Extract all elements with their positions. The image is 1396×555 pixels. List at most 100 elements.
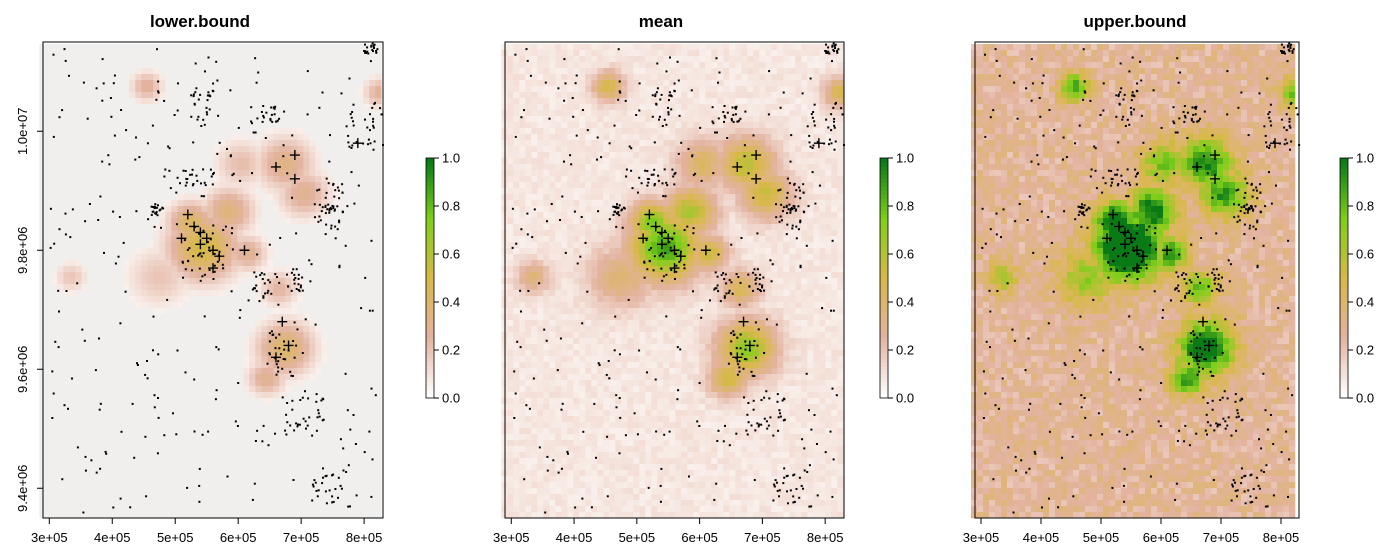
raster-cell bbox=[225, 212, 231, 218]
raster-cell bbox=[81, 98, 87, 104]
raster-cell bbox=[39, 80, 45, 86]
raster-cell bbox=[345, 500, 351, 506]
raster-cell bbox=[357, 50, 363, 56]
raster-cell bbox=[255, 422, 261, 428]
raster-cell bbox=[39, 320, 45, 326]
raster-cell bbox=[333, 374, 339, 380]
raster-cell bbox=[141, 74, 147, 80]
occurrence-point bbox=[202, 168, 204, 170]
raster-cell bbox=[237, 158, 243, 164]
raster-cell bbox=[81, 230, 87, 236]
occurrence-point bbox=[283, 341, 285, 343]
raster-cell bbox=[273, 482, 279, 488]
raster-cell bbox=[177, 116, 183, 122]
raster-cell bbox=[207, 140, 213, 146]
raster-cell bbox=[129, 332, 135, 338]
raster-cell bbox=[135, 170, 141, 176]
raster-cell bbox=[111, 236, 117, 242]
raster-cell bbox=[327, 338, 333, 344]
raster-cell bbox=[177, 338, 183, 344]
raster-cell bbox=[225, 350, 231, 356]
raster-cell bbox=[99, 260, 105, 266]
raster-cell bbox=[201, 374, 207, 380]
occurrence-point bbox=[348, 146, 350, 148]
raster-cell bbox=[171, 230, 177, 236]
raster-cell bbox=[219, 80, 225, 86]
raster-cell bbox=[171, 464, 177, 470]
raster-cell bbox=[207, 386, 213, 392]
raster-cell bbox=[153, 152, 159, 158]
raster-cell bbox=[69, 200, 75, 206]
raster-cell bbox=[243, 158, 249, 164]
raster-cell bbox=[225, 416, 231, 422]
raster-cell bbox=[51, 314, 57, 320]
raster-cell bbox=[261, 62, 267, 68]
raster-cell bbox=[201, 446, 207, 452]
raster-cell bbox=[285, 470, 291, 476]
occurrence-point bbox=[356, 494, 358, 496]
occurrence-point bbox=[81, 329, 83, 331]
raster-cell bbox=[99, 68, 105, 74]
raster-cell bbox=[201, 224, 207, 230]
raster-cell bbox=[87, 176, 93, 182]
raster-cell bbox=[249, 356, 255, 362]
raster-cell bbox=[147, 104, 153, 110]
raster-cell bbox=[273, 206, 279, 212]
raster-cell bbox=[63, 362, 69, 368]
raster-cell bbox=[141, 254, 147, 260]
raster-cell bbox=[225, 188, 231, 194]
raster-cell bbox=[333, 308, 339, 314]
raster-cell bbox=[135, 194, 141, 200]
occurrence-point bbox=[255, 440, 257, 442]
raster-cell bbox=[321, 434, 327, 440]
raster-cell bbox=[375, 368, 381, 374]
raster-cell bbox=[171, 104, 177, 110]
raster-cell bbox=[129, 194, 135, 200]
raster-cell bbox=[111, 446, 117, 452]
raster-cell bbox=[63, 500, 69, 506]
raster-cell bbox=[183, 188, 189, 194]
raster-cell bbox=[213, 428, 219, 434]
raster-cell bbox=[207, 146, 213, 152]
raster-cell bbox=[87, 476, 93, 482]
raster-cell bbox=[357, 236, 363, 242]
raster-cell bbox=[39, 44, 45, 50]
occurrence-point bbox=[279, 237, 281, 239]
raster-cell bbox=[375, 140, 381, 146]
raster-cell bbox=[69, 266, 75, 272]
raster-cell bbox=[105, 386, 111, 392]
raster-cell bbox=[111, 326, 117, 332]
raster-cell bbox=[69, 284, 75, 290]
occurrence-point bbox=[278, 282, 280, 284]
raster-cell bbox=[291, 506, 297, 512]
raster-cell bbox=[195, 290, 201, 296]
raster-cell bbox=[231, 338, 237, 344]
raster-cell bbox=[69, 368, 75, 374]
raster-cell bbox=[231, 488, 237, 494]
occurrence-point bbox=[341, 183, 343, 185]
raster-cell bbox=[63, 416, 69, 422]
raster-cell bbox=[87, 320, 93, 326]
raster-cell bbox=[231, 308, 237, 314]
raster-cell bbox=[153, 284, 159, 290]
raster-cell bbox=[297, 512, 303, 518]
raster-cell bbox=[147, 62, 153, 68]
raster-cell bbox=[69, 464, 75, 470]
raster-cell bbox=[165, 434, 171, 440]
raster-cell bbox=[309, 74, 315, 80]
raster-cell bbox=[183, 356, 189, 362]
occurrence-point bbox=[120, 109, 122, 111]
raster-cell bbox=[123, 152, 129, 158]
raster-cell bbox=[315, 92, 321, 98]
raster-cell bbox=[375, 470, 381, 476]
raster-cell bbox=[123, 98, 129, 104]
raster-cell bbox=[321, 146, 327, 152]
raster-cell bbox=[363, 62, 369, 68]
raster-cell bbox=[309, 140, 315, 146]
raster-cell bbox=[51, 122, 57, 128]
occurrence-point bbox=[265, 137, 267, 139]
raster-cell bbox=[105, 332, 111, 338]
raster-cell bbox=[189, 266, 195, 272]
raster-cell bbox=[303, 50, 309, 56]
raster-cell bbox=[351, 170, 357, 176]
